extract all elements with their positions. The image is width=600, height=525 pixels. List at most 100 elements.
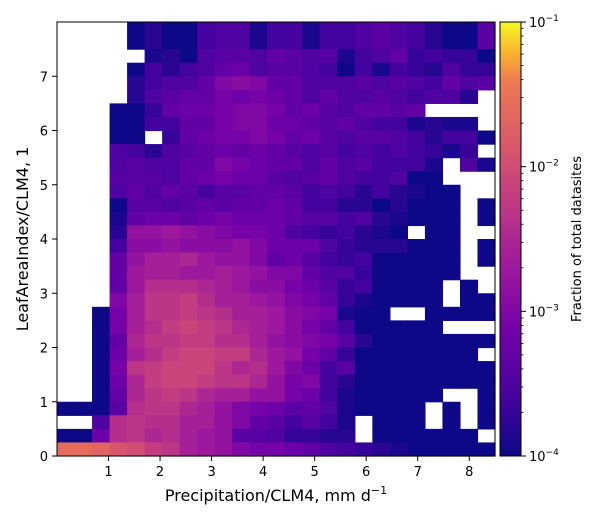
heatmap-cell	[179, 333, 198, 349]
heatmap-cell	[179, 144, 198, 159]
heatmap-cell	[214, 130, 233, 145]
heatmap-cell	[197, 361, 216, 376]
heatmap-cell	[302, 388, 321, 403]
heatmap-cell	[354, 252, 373, 267]
heatmap-cell	[144, 374, 163, 389]
heatmap-cell	[179, 225, 198, 240]
heatmap-cell	[372, 279, 391, 294]
heatmap-cell	[302, 144, 321, 159]
heatmap-cell	[214, 374, 233, 389]
heatmap-cell	[407, 171, 426, 186]
heatmap-cell	[179, 198, 198, 213]
heatmap-cell	[249, 293, 268, 308]
heatmap-cell	[302, 239, 321, 254]
heatmap-cell	[179, 76, 198, 91]
heatmap-cell	[144, 49, 163, 64]
heatmap-cell	[284, 347, 303, 362]
heatmap-cell	[162, 103, 181, 118]
heatmap-cell	[337, 252, 356, 267]
heatmap-cell	[302, 76, 321, 91]
heatmap-cell	[179, 211, 198, 227]
heatmap-cell	[144, 22, 163, 37]
heatmap-cell	[249, 157, 268, 172]
heatmap-cell	[459, 306, 479, 321]
heatmap-cell	[319, 374, 338, 389]
heatmap-cell	[389, 103, 408, 118]
heatmap-cell	[127, 252, 146, 267]
heatmap-cell	[407, 49, 426, 64]
heatmap-cell	[267, 320, 286, 335]
heatmap-cell	[232, 144, 251, 159]
heatmap-cell	[179, 374, 198, 389]
heatmap-cell	[337, 130, 356, 145]
heatmap-cell	[459, 116, 479, 132]
heatmap-cell	[389, 144, 408, 159]
heatmap-cell	[127, 293, 146, 308]
heatmap-cell	[284, 252, 303, 267]
heatmap-cell	[267, 252, 286, 267]
heatmap-cell	[127, 388, 146, 403]
heatmap-cell	[197, 211, 216, 227]
heatmap-cell	[179, 266, 198, 281]
heatmap-cell	[389, 184, 408, 199]
heatmap-cell	[389, 225, 408, 240]
heatmap-cell	[389, 116, 408, 132]
heatmap-cell	[337, 62, 356, 77]
heatmap-cell	[162, 279, 181, 294]
heatmap-cell	[284, 225, 303, 240]
heatmap-cell	[144, 415, 163, 430]
heatmap-cell	[162, 239, 181, 254]
heatmap-cell	[407, 415, 426, 430]
x-tick-label: 5	[311, 465, 319, 480]
y-axis: 0 1 2 3 4 5 6 7	[40, 70, 57, 465]
heatmap-cell	[442, 22, 461, 37]
heatmap-cell	[214, 347, 233, 362]
heatmap-cell	[197, 116, 216, 132]
heatmap-cell	[337, 35, 356, 50]
heatmap-cell	[267, 401, 286, 416]
heatmap-cell	[319, 171, 338, 186]
heatmap-cell	[179, 35, 198, 50]
heatmap-cell	[354, 89, 373, 104]
heatmap-cell	[109, 266, 128, 281]
heatmap-cell	[144, 361, 163, 376]
x-tick-label: 2	[156, 465, 164, 480]
heatmap-cell	[459, 89, 479, 104]
heatmap-cell	[267, 35, 286, 50]
heatmap-cell	[372, 374, 391, 389]
heatmap-cell	[232, 211, 251, 227]
colorbar-tick-label: 10−2	[529, 159, 559, 176]
heatmap-cell	[442, 361, 461, 376]
heatmap-cell	[459, 333, 479, 349]
heatmap-cell	[407, 279, 426, 294]
heatmap-cell	[424, 293, 444, 308]
y-tick-label: 4	[40, 233, 48, 248]
heatmap-cell	[302, 374, 321, 389]
heatmap-cell	[162, 361, 181, 376]
heatmap-cell	[162, 401, 181, 416]
heatmap-cell	[267, 388, 286, 403]
heatmap-cell	[319, 225, 338, 240]
heatmap-cell	[267, 184, 286, 199]
heatmap-cell	[302, 252, 321, 267]
heatmap-cell	[267, 442, 286, 457]
heatmap-cell	[127, 76, 146, 91]
heatmap-cell	[162, 428, 181, 444]
heatmap-cell	[302, 157, 321, 172]
heatmap-cell	[354, 347, 373, 362]
heatmap-cell	[249, 347, 268, 362]
heatmap-cell	[127, 116, 146, 132]
heatmap-cell	[407, 103, 426, 118]
heatmap-cell	[249, 279, 268, 294]
heatmap-cell	[249, 415, 268, 430]
heatmap-cell	[197, 239, 216, 254]
heatmap-cell	[284, 76, 303, 91]
heatmap-cell	[179, 361, 198, 376]
heatmap-cell	[284, 401, 303, 416]
heatmap-cell	[337, 116, 356, 132]
heatmap-cell	[284, 198, 303, 213]
heatmap-cell	[319, 35, 338, 50]
heatmap-cell	[372, 144, 391, 159]
heatmap-cell	[214, 144, 233, 159]
heatmap-cell	[372, 333, 391, 349]
